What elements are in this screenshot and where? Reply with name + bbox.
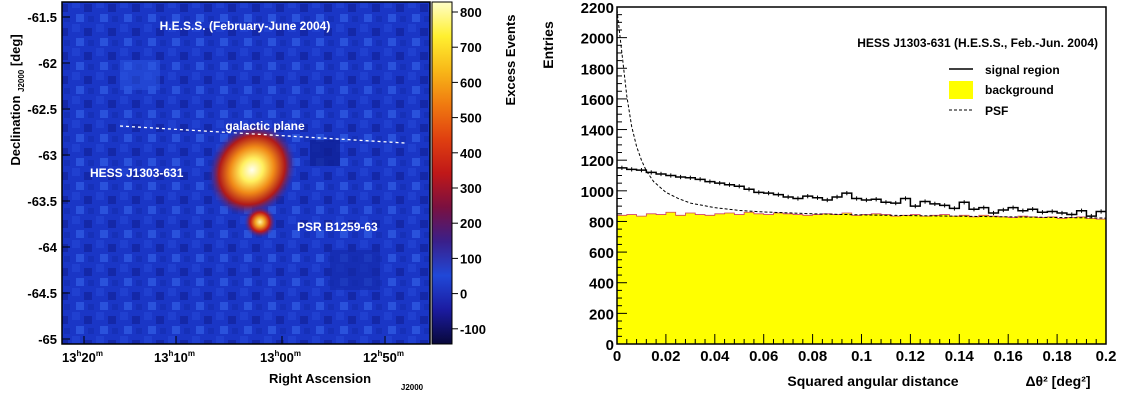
histogram-y-tick-label: 1200 [581,153,614,170]
histogram-x-tick-label: 0.14 [945,348,975,365]
histogram-title: HESS J1303-631 (H.E.S.S., Feb.-Jun. 2004… [857,36,1098,50]
histogram-x-tick-label: 0.2 [1096,348,1117,365]
skymap-x-axis-label: Right Ascension [269,371,371,386]
skymap-x-axis: 13h20m 13h10m 13h00m 12h50m [62,336,404,365]
pulsar-label: PSR B1259-63 [297,220,378,234]
legend-label-psf: PSF [985,104,1008,118]
histogram-x-tick-label: 0.08 [798,348,827,365]
histogram-y-tick-label: 600 [589,245,614,262]
histogram-x-tick-label: 0 [613,348,621,365]
histogram-y-tick-label: 1400 [581,123,614,140]
source-label: HESS J1303-631 [90,166,184,180]
skymap-y-tick-label: -64 [38,240,58,255]
histogram-x-axis-label: Squared angular distance [787,373,958,389]
legend: signal region background PSF [949,63,1060,118]
colorbar-tick-label: -100 [460,322,486,337]
histogram-y-tick-label: 0 [606,337,614,354]
galactic-plane-label: galactic plane [225,119,305,133]
skymap-title: H.E.S.S. (February-June 2004) [160,19,331,33]
histogram-y-tick-label: 1600 [581,92,614,109]
histogram-y-tick-label: 1000 [581,184,614,201]
skymap-y-tick-label: -62 [38,56,57,71]
histogram-x-tick-label: 0.06 [749,348,778,365]
histogram-y-axis-label: Entries [540,21,556,69]
histogram-x-tick-label: 0.1 [851,348,872,365]
histogram-x-axis-symbol: Δθ² [deg²] [1025,373,1090,389]
histogram-panel: 0 200 400 600 800 1000 1200 1400 1600 1800 2000 220… [540,0,1116,389]
histogram-y-tick-label: 400 [589,276,614,293]
histogram-y-tick-label: 2200 [581,0,614,17]
histogram-y-tick-label: 2000 [581,31,614,48]
histogram-x-tick-label: 0.18 [1042,348,1071,365]
skymap-y-axis: -61.5 -62 -62.5 -63 -63.5 -64 -64.5 -65 [27,10,70,347]
colorbar: 800 700 600 500 400 300 200 100 0 -100 Excess Eve… [431,1,518,345]
skymap-dark-patch [330,250,380,290]
histogram-x-tick-label: 0.04 [700,348,730,365]
colorbar-tick-label: 500 [460,111,482,126]
source-emission [207,123,297,217]
skymap-y-tick-label: -63.5 [27,194,57,209]
legend-label-signal: signal region [985,63,1060,77]
colorbar-tick-label: 200 [460,216,482,231]
legend-swatch-background [949,81,973,99]
colorbar-tick-label: 0 [460,287,467,302]
histogram-y-tick-label: 200 [589,306,614,323]
skymap-y-axis-label: Declination J2000 [deg] [8,34,27,165]
histogram-x-tick-label: 0.02 [651,348,680,365]
skymap-x-tick-label: 13h20m [62,349,103,365]
histogram-x-tick-label: 0.16 [994,348,1023,365]
histogram-background [616,211,1107,345]
colorbar-ticks: 800 700 600 500 400 300 200 100 0 -100 [452,5,486,337]
colorbar-tick-label: 600 [460,75,482,90]
skymap-y-tick-label: -61.5 [27,10,57,25]
skymap-ylabel-unit: [deg] [8,34,23,66]
background-histogram-fill [616,211,1107,345]
colorbar-tick-label: 100 [460,251,482,266]
skymap-panel: H.E.S.S. (February-June 2004) galactic p… [8,1,431,392]
skymap-xlabel-sub: J2000 [401,383,424,392]
colorbar-tick-label: 400 [460,146,482,161]
skymap-y-tick-label: -65 [38,332,57,347]
colorbar-label: Excess Events [503,14,518,105]
skymap-y-tick-label: -63 [38,148,57,163]
colorbar-tick-label: 300 [460,181,482,196]
histogram-x-tick-label: 0.12 [896,348,925,365]
skymap-dark-patch [310,140,340,166]
skymap-ylabel-text: Declination [8,96,23,166]
histogram-y-tick-label: 1800 [581,61,614,78]
skymap-x-tick-label: 13h10m [154,349,195,365]
histogram-y-tick-label: 800 [589,214,614,231]
skymap-y-tick-label: -64.5 [27,286,57,301]
skymap-dark-patch [120,60,160,90]
histogram-psf [616,10,1107,219]
colorbar-tick-label: 800 [460,5,482,20]
histogram-x-axis: 0 0.02 0.04 0.06 0.08 0.1 0.12 0.14 0.16 0.18 0.2 [613,165,1117,365]
skymap-x-tick-label: 13h00m [260,349,301,365]
skymap-y-tick-label: -62.5 [27,102,57,117]
colorbar-gradient [431,1,453,345]
colorbar-tick-label: 700 [460,40,482,55]
pulsar-emission [244,206,276,238]
skymap-x-tick-label: 12h50m [363,349,404,365]
histogram-y-axis: 0 200 400 600 800 1000 1200 1400 1600 1800 2000 220… [581,0,627,354]
legend-label-background: background [985,83,1054,97]
skymap-ylabel-sub: J2000 [17,69,26,92]
